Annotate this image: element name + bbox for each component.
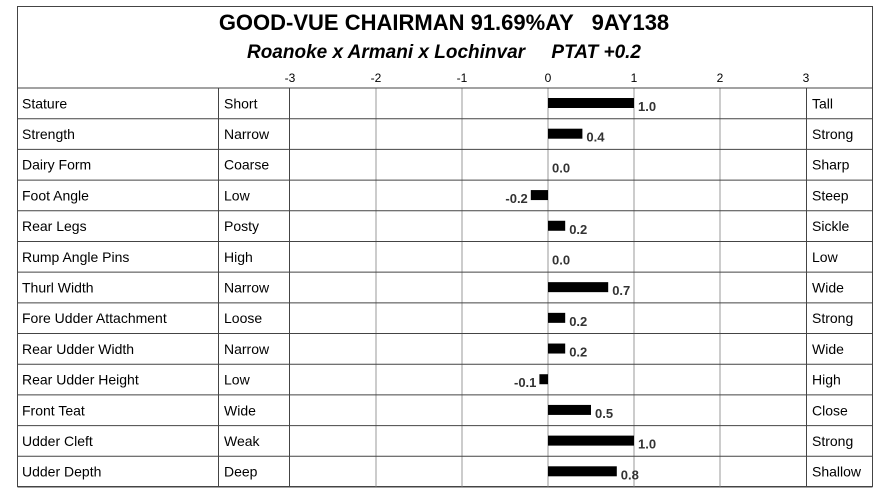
low-label: Posty [224, 218, 259, 234]
x-tick-label: 0 [545, 71, 552, 85]
value-label: 0.2 [569, 345, 587, 360]
low-label: Weak [224, 433, 261, 449]
trait-label: Rear Udder Height [22, 372, 139, 388]
low-label: Wide [224, 402, 256, 418]
trait-label: Udder Cleft [22, 433, 93, 449]
x-tick-label: -3 [285, 71, 296, 85]
trait-label: Strength [22, 126, 75, 142]
low-label: Narrow [224, 126, 270, 142]
bar [548, 312, 566, 323]
value-label: 0.8 [621, 467, 639, 482]
value-label: 0.4 [586, 130, 605, 145]
high-label: Strong [812, 126, 853, 142]
bar [548, 128, 583, 139]
bar [548, 343, 566, 354]
high-label: Shallow [812, 464, 862, 480]
chart-title: GOOD-VUE CHAIRMAN 91.69%AY 9AY138 [219, 10, 669, 35]
low-label: Narrow [224, 280, 270, 296]
low-label: Coarse [224, 157, 269, 173]
low-label: Deep [224, 464, 258, 480]
trait-label: Foot Angle [22, 187, 89, 203]
x-tick-label: -1 [457, 71, 468, 85]
bar [539, 374, 548, 385]
trait-label: Rump Angle Pins [22, 249, 129, 265]
value-label: 0.2 [569, 314, 587, 329]
value-label: 0.7 [612, 283, 630, 298]
bar [548, 466, 617, 477]
trait-label: Fore Udder Attachment [22, 310, 167, 326]
high-label: Strong [812, 310, 853, 326]
bar [548, 435, 634, 446]
high-label: Wide [812, 280, 844, 296]
trait-label: Rear Legs [22, 218, 87, 234]
high-label: Steep [812, 187, 849, 203]
bar [548, 404, 591, 415]
value-label: 0.0 [552, 160, 570, 175]
trait-label: Stature [22, 95, 67, 111]
value-label: 0.0 [552, 252, 570, 267]
high-label: Low [812, 249, 839, 265]
x-tick-label: 2 [717, 71, 724, 85]
bar [530, 190, 548, 201]
value-label: 1.0 [638, 99, 656, 114]
high-label: Strong [812, 433, 853, 449]
trait-label: Front Teat [22, 402, 85, 418]
x-tick-label: 1 [631, 71, 638, 85]
low-label: Low [224, 187, 251, 203]
chart-subtitle: Roanoke x Armani x Lochinvar PTAT +0.2 [247, 42, 641, 63]
x-tick-label: 3 [803, 71, 810, 85]
frame [17, 6, 873, 487]
low-label: Low [224, 372, 251, 388]
low-label: High [224, 249, 253, 265]
x-tick-label: -2 [371, 71, 382, 85]
trait-label: Dairy Form [22, 157, 91, 173]
trait-label: Rear Udder Width [22, 341, 134, 357]
high-label: Sickle [812, 218, 850, 234]
trait-label: Thurl Width [22, 280, 94, 296]
high-label: Tall [812, 95, 833, 111]
bar [548, 98, 634, 108]
value-label: -0.1 [514, 375, 536, 390]
low-label: Loose [224, 310, 262, 326]
bar [548, 282, 609, 293]
trait-label: Udder Depth [22, 464, 101, 480]
low-label: Short [224, 95, 258, 111]
high-label: Wide [812, 341, 844, 357]
value-label: 0.5 [595, 406, 613, 421]
low-label: Narrow [224, 341, 270, 357]
value-label: 0.2 [569, 222, 587, 237]
high-label: High [812, 372, 841, 388]
value-label: -0.2 [505, 191, 527, 206]
value-label: 1.0 [638, 437, 656, 452]
high-label: Close [812, 402, 848, 418]
bar [548, 220, 566, 231]
high-label: Sharp [812, 157, 850, 173]
